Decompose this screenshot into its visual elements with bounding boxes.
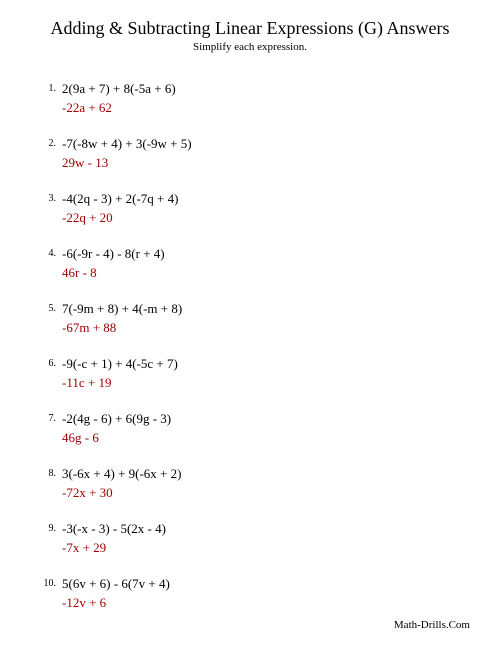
problem-number: 9.: [40, 521, 62, 534]
problem-number: 2.: [40, 136, 62, 149]
problem-number: 7.: [40, 411, 62, 424]
problem-number: 3.: [40, 191, 62, 204]
problem-content: -6(-9r - 4) - 8(r + 4) 46r - 8: [62, 246, 470, 281]
problem-content: 2(9a + 7) + 8(-5a + 6) -22a + 62: [62, 81, 470, 116]
problem-number: 10.: [40, 576, 62, 589]
expression-text: -2(4g - 6) + 6(9g - 3): [62, 411, 470, 427]
expression-text: 7(-9m + 8) + 4(-m + 8): [62, 301, 470, 317]
problem-item: 4. -6(-9r - 4) - 8(r + 4) 46r - 8: [40, 246, 470, 281]
expression-text: 5(6v + 6) - 6(7v + 4): [62, 576, 470, 592]
answer-text: -72x + 30: [62, 485, 470, 501]
answer-text: -22q + 20: [62, 210, 470, 226]
answer-text: 46r - 8: [62, 265, 470, 281]
expression-text: -6(-9r - 4) - 8(r + 4): [62, 246, 470, 262]
expression-text: -3(-x - 3) - 5(2x - 4): [62, 521, 470, 537]
problem-item: 3. -4(2q - 3) + 2(-7q + 4) -22q + 20: [40, 191, 470, 226]
problem-item: 6. -9(-c + 1) + 4(-5c + 7) -11c + 19: [40, 356, 470, 391]
problem-number: 5.: [40, 301, 62, 314]
problem-item: 10. 5(6v + 6) - 6(7v + 4) -12v + 6: [40, 576, 470, 611]
problem-item: 9. -3(-x - 3) - 5(2x - 4) -7x + 29: [40, 521, 470, 556]
problem-content: -2(4g - 6) + 6(9g - 3) 46g - 6: [62, 411, 470, 446]
problem-number: 8.: [40, 466, 62, 479]
problems-list: 1. 2(9a + 7) + 8(-5a + 6) -22a + 62 2. -…: [30, 81, 470, 611]
page-title: Adding & Subtracting Linear Expressions …: [30, 18, 470, 39]
problem-content: 5(6v + 6) - 6(7v + 4) -12v + 6: [62, 576, 470, 611]
expression-text: -4(2q - 3) + 2(-7q + 4): [62, 191, 470, 207]
page-subtitle: Simplify each expression.: [30, 41, 470, 53]
answer-text: 29w - 13: [62, 155, 470, 171]
expression-text: -7(-8w + 4) + 3(-9w + 5): [62, 136, 470, 152]
footer-text: Math-Drills.Com: [394, 619, 470, 631]
answer-text: -22a + 62: [62, 100, 470, 116]
answer-text: -11c + 19: [62, 375, 470, 391]
problem-item: 1. 2(9a + 7) + 8(-5a + 6) -22a + 62: [40, 81, 470, 116]
answer-text: -12v + 6: [62, 595, 470, 611]
problem-content: -4(2q - 3) + 2(-7q + 4) -22q + 20: [62, 191, 470, 226]
problem-content: -3(-x - 3) - 5(2x - 4) -7x + 29: [62, 521, 470, 556]
expression-text: 3(-6x + 4) + 9(-6x + 2): [62, 466, 470, 482]
problem-content: -7(-8w + 4) + 3(-9w + 5) 29w - 13: [62, 136, 470, 171]
answer-text: 46g - 6: [62, 430, 470, 446]
problem-content: -9(-c + 1) + 4(-5c + 7) -11c + 19: [62, 356, 470, 391]
problem-content: 3(-6x + 4) + 9(-6x + 2) -72x + 30: [62, 466, 470, 501]
problem-number: 1.: [40, 81, 62, 94]
problem-content: 7(-9m + 8) + 4(-m + 8) -67m + 88: [62, 301, 470, 336]
problem-item: 5. 7(-9m + 8) + 4(-m + 8) -67m + 88: [40, 301, 470, 336]
problem-number: 4.: [40, 246, 62, 259]
answer-text: -67m + 88: [62, 320, 470, 336]
problem-item: 2. -7(-8w + 4) + 3(-9w + 5) 29w - 13: [40, 136, 470, 171]
expression-text: 2(9a + 7) + 8(-5a + 6): [62, 81, 470, 97]
expression-text: -9(-c + 1) + 4(-5c + 7): [62, 356, 470, 372]
problem-item: 7. -2(4g - 6) + 6(9g - 3) 46g - 6: [40, 411, 470, 446]
problem-item: 8. 3(-6x + 4) + 9(-6x + 2) -72x + 30: [40, 466, 470, 501]
answer-text: -7x + 29: [62, 540, 470, 556]
problem-number: 6.: [40, 356, 62, 369]
